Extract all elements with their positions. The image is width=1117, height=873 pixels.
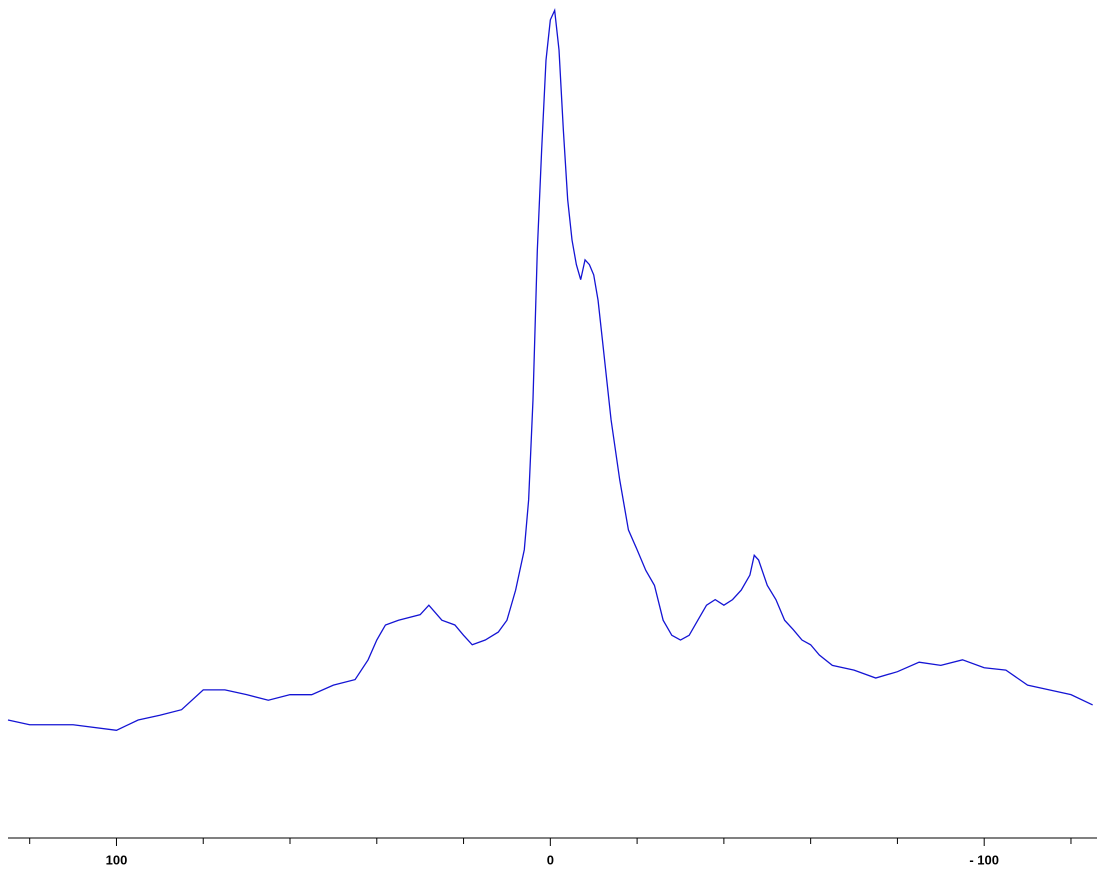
x-tick-label: 0 — [547, 852, 554, 867]
spectrum-line — [7, 7, 1093, 731]
x-tick-label: - 100 — [969, 852, 999, 867]
x-tick-label: 100 — [106, 852, 128, 867]
